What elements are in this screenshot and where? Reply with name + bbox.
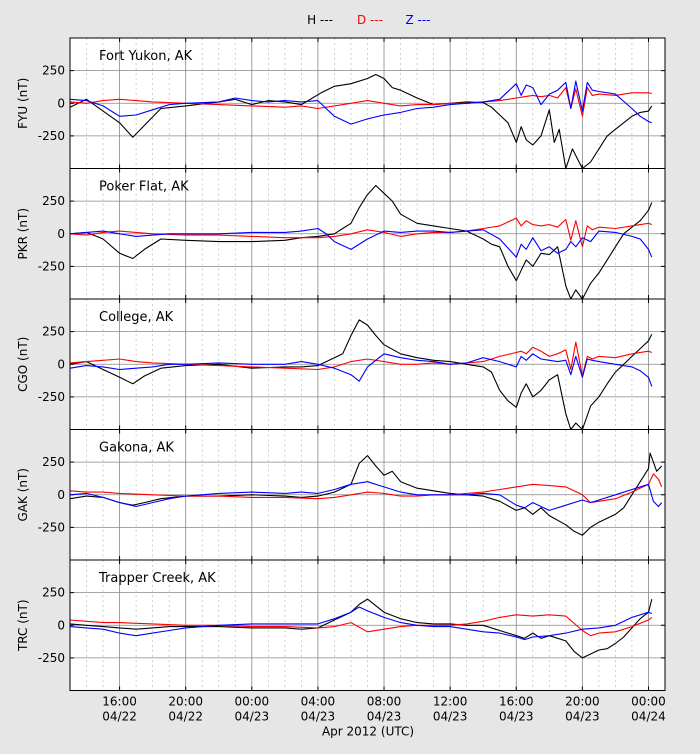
panel-5: 250 0 -250 Trapper Creek, AK TRC (nT) (16, 559, 666, 691)
x-tick-time: 04:00 (301, 695, 336, 709)
panel-2: 250 0 -250 Poker Flat, AK PKR (nT) (16, 168, 666, 300)
panel-frame (69, 559, 666, 691)
x-tick-time: 12:00 (433, 695, 468, 709)
y-tick-label: -250 (38, 651, 65, 665)
x-tick-date: 04/23 (367, 710, 402, 724)
x-tick-time: 16:00 (102, 695, 137, 709)
y-tick-label: -250 (38, 259, 65, 273)
panel-4: 250 0 -250 Gakona, AK GAK (nT) (16, 429, 666, 561)
series-line-d (70, 614, 653, 637)
x-tick-date: 04/23 (565, 710, 600, 724)
x-tick-date: 04/23 (433, 710, 468, 724)
station-label: Trapper Creek, AK (98, 571, 216, 586)
y-axis-label: PKR (nT) (16, 208, 30, 260)
series-line-z (70, 80, 653, 125)
y-tick-label: -250 (38, 390, 65, 404)
y-tick-label: 250 (42, 194, 65, 208)
station-label: Poker Flat, AK (99, 180, 189, 195)
x-tick-time: 00:00 (631, 695, 666, 709)
y-tick-label: 250 (42, 64, 65, 78)
x-axis: 16:0004/2220:0004/2200:0004/2304:0004/23… (102, 695, 665, 739)
x-tick-date: 04/23 (499, 710, 534, 724)
x-tick-date: 04/24 (631, 710, 666, 724)
x-tick-date: 04/23 (235, 710, 270, 724)
y-axis-label: FYU (nT) (16, 78, 30, 129)
y-tick-label: 0 (57, 618, 65, 632)
y-tick-label: 250 (42, 586, 65, 600)
x-axis-label: Apr 2012 (UTC) (322, 725, 414, 739)
y-tick-label: 250 (42, 325, 65, 339)
series-line-z (70, 227, 653, 258)
y-tick-label: 0 (57, 96, 65, 110)
x-tick-time: 00:00 (235, 695, 270, 709)
series-line-d (70, 217, 653, 248)
panels: 250 0 -250 Fort Yukon, AK FYU (nT) 250 0 -250 Po… (16, 37, 666, 691)
panel-3: 250 0 -250 College, AK CGO (nT) (16, 298, 666, 430)
y-tick-label: -250 (38, 129, 65, 143)
x-tick-date: 04/22 (102, 710, 137, 724)
y-tick-label: 0 (57, 488, 65, 502)
x-tick-time: 08:00 (367, 695, 402, 709)
x-tick-time: 20:00 (565, 695, 600, 709)
series-line-h (70, 598, 653, 659)
x-tick-date: 04/22 (168, 710, 203, 724)
x-tick-date: 04/23 (301, 710, 336, 724)
y-tick-label: -250 (38, 520, 65, 534)
legend-item-d: D --- (357, 13, 383, 27)
series-line-h (70, 184, 653, 299)
y-axis-label: TRC (nT) (16, 599, 30, 652)
station-label: Fort Yukon, AK (99, 49, 193, 64)
legend: H --- D --- Z --- (307, 13, 430, 27)
y-axis-label: CGO (nT) (16, 337, 30, 392)
series-line-d (70, 87, 652, 117)
legend-item-z: Z --- (405, 13, 430, 27)
y-tick-label: 0 (57, 357, 65, 371)
station-label: Gakona, AK (99, 441, 174, 456)
y-axis-label: GAK (nT) (16, 468, 30, 522)
x-tick-time: 16:00 (499, 695, 534, 709)
station-label: College, AK (99, 310, 174, 325)
series-line-h (70, 319, 653, 430)
x-tick-time: 20:00 (168, 695, 203, 709)
series-line-z (70, 353, 653, 387)
legend-item-h: H --- (307, 13, 333, 27)
panel-1: 250 0 -250 Fort Yukon, AK FYU (nT) (16, 37, 666, 169)
y-tick-label: 250 (42, 455, 65, 469)
series-line-z (70, 606, 653, 641)
series-line-z (70, 481, 663, 511)
y-tick-label: 0 (57, 227, 65, 241)
